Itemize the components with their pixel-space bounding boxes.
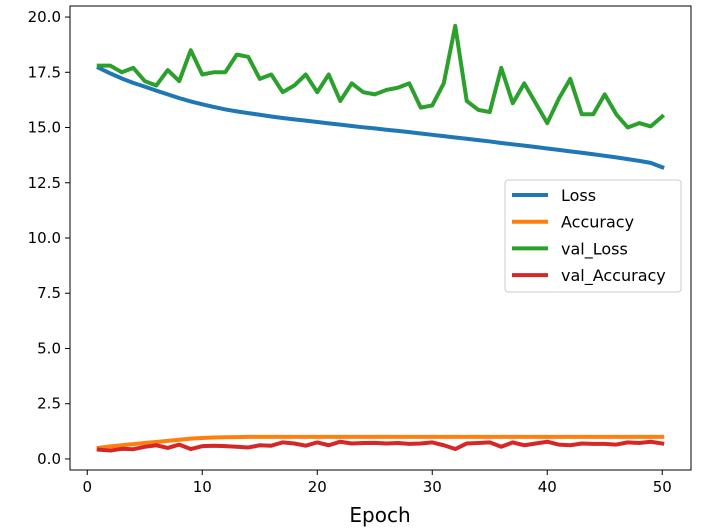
legend-label: val_Loss: [561, 239, 628, 259]
y-tick-label: 10.0: [28, 229, 61, 247]
series-line-accuracy: [96, 434, 665, 451]
x-tick-label: 50: [653, 478, 672, 496]
y-tick-label: 5.0: [37, 339, 61, 357]
series-line-loss: [96, 65, 665, 170]
x-tick-label: 20: [308, 478, 327, 496]
y-tick-label: 15.0: [28, 119, 61, 137]
legend-label: Accuracy: [561, 213, 634, 232]
legend-label: Loss: [561, 186, 596, 205]
y-tick-label: 0.0: [37, 450, 61, 468]
series-line-val-accuracy: [96, 439, 665, 453]
y-tick-label: 20.0: [28, 8, 61, 26]
y-tick-label: 12.5: [28, 174, 61, 192]
x-tick-label: 10: [193, 478, 212, 496]
y-tick-label: 17.5: [28, 63, 61, 81]
x-axis-ticks: 0 10 20 30 40 50: [82, 470, 672, 496]
x-tick-label: 0: [82, 478, 92, 496]
x-tick-label: 40: [538, 478, 557, 496]
x-tick-label: 30: [423, 478, 442, 496]
legend: Loss Accuracy val_Loss val_Accuracy: [504, 179, 682, 293]
y-axis-ticks: 0.0 2.5 5.0 7.5 10.0 12.5 15.0 17.5 20.0: [28, 8, 70, 468]
legend-box: [504, 179, 682, 293]
legend-label: val_Accuracy: [561, 266, 666, 286]
x-axis-label: Epoch: [349, 503, 410, 527]
series-line-val-loss: [96, 23, 666, 130]
y-tick-label: 2.5: [37, 395, 61, 413]
legend-items: Loss Accuracy val_Loss val_Accuracy: [512, 186, 666, 286]
y-tick-label: 7.5: [37, 284, 61, 302]
series-layer: [96, 23, 666, 453]
